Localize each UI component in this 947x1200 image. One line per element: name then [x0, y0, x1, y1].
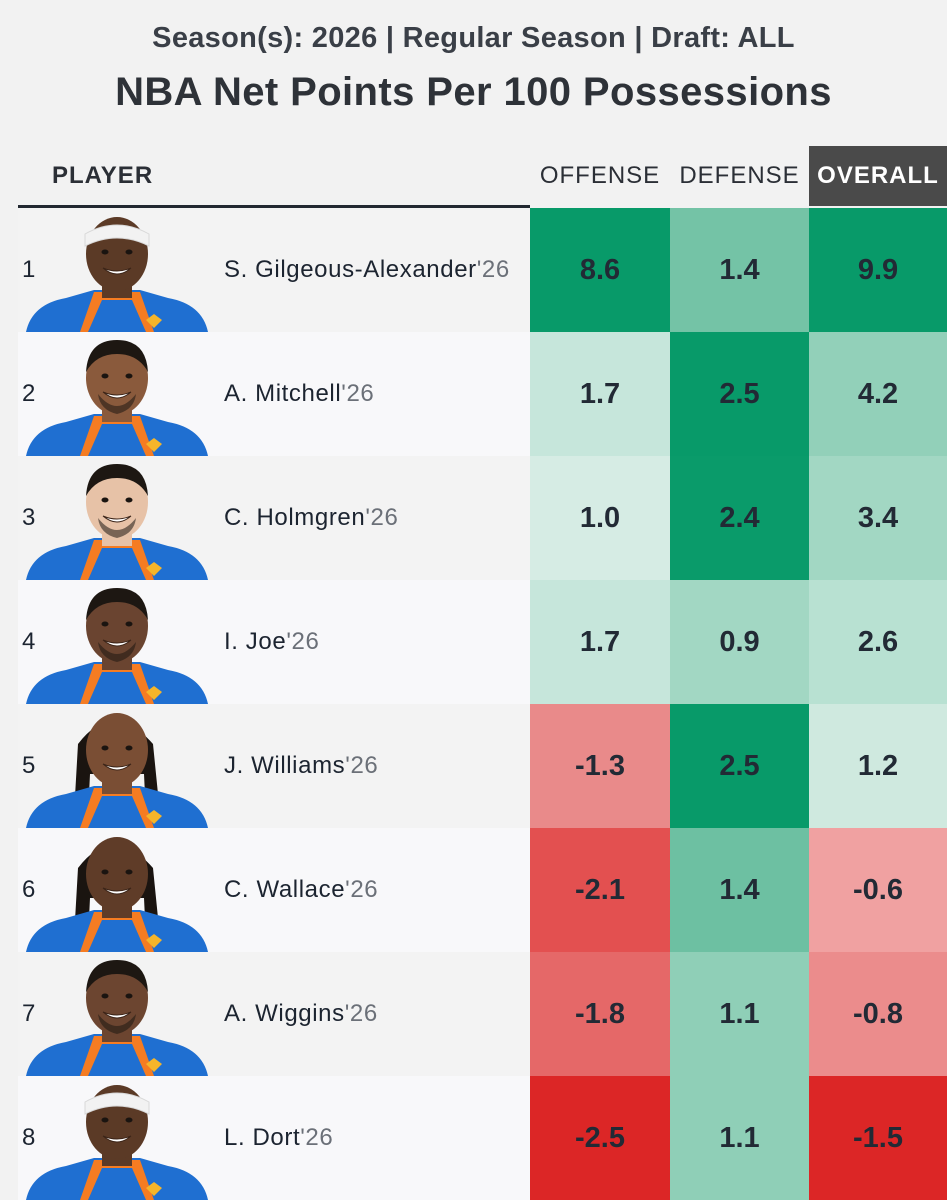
- table-row[interactable]: 2 A. Mitchell'26 1.7 2.5 4.2: [18, 332, 947, 456]
- player-name[interactable]: S. Gilgeous-Alexander'26: [224, 208, 530, 332]
- player-name[interactable]: C. Holmgren'26: [224, 456, 530, 580]
- player-season-year: '26: [345, 752, 379, 779]
- offense-value-cell: -2.5: [530, 1076, 670, 1200]
- player-name[interactable]: A. Mitchell'26: [224, 332, 530, 456]
- table-row[interactable]: 1 S. Gilgeous-Alexander'26 8.6 1.4 9.9: [18, 208, 947, 332]
- defense-value-cell: 2.4: [670, 456, 809, 580]
- offense-value-cell: -1.8: [530, 952, 670, 1076]
- player-name-text: C. Holmgren: [224, 504, 366, 531]
- overall-value-cell: 1.2: [809, 704, 947, 828]
- table-row[interactable]: 6 C. Wallace'26 -2.1 1.4 -0.6: [18, 828, 947, 952]
- defense-value-cell: 1.4: [670, 208, 809, 332]
- table-row[interactable]: 3 C. Holmgren'26 1.0 2.4 3.4: [18, 456, 947, 580]
- player-name-text: L. Dort: [224, 1124, 301, 1151]
- player-season-year: '26: [345, 876, 379, 903]
- table-row[interactable]: 8 L. Dort'26 -2.5 1.1 -1.5: [18, 1076, 947, 1200]
- offense-value-cell: -1.3: [530, 704, 670, 828]
- overall-value-cell: -1.5: [809, 1076, 947, 1200]
- player-season-year: '26: [476, 256, 510, 283]
- offense-value-cell: 1.7: [530, 332, 670, 456]
- column-header-defense[interactable]: DEFENSE: [679, 162, 800, 189]
- player-photo: [26, 464, 208, 580]
- player-season-year: '26: [286, 628, 320, 655]
- offense-value-cell: 1.0: [530, 456, 670, 580]
- rank-number: 6: [22, 876, 36, 903]
- player-photo: [26, 837, 208, 952]
- offense-value-cell: -2.1: [530, 828, 670, 952]
- overall-value-cell: 3.4: [809, 456, 947, 580]
- table-row[interactable]: 5 J. Williams'26 -1.3 2.5 1.2: [18, 704, 947, 828]
- overall-value-cell: 4.2: [809, 332, 947, 456]
- header-divider: [18, 205, 530, 208]
- rank-number: 3: [22, 504, 36, 531]
- player-name[interactable]: L. Dort'26: [224, 1076, 530, 1200]
- rank-number: 5: [22, 752, 36, 779]
- rank-number: 7: [22, 1000, 36, 1027]
- column-header-offense[interactable]: OFFENSE: [539, 162, 661, 189]
- column-header-player[interactable]: PLAYER: [52, 162, 154, 189]
- player-name-text: S. Gilgeous-Alexander: [224, 256, 477, 283]
- defense-value-cell: 0.9: [670, 580, 809, 704]
- rank-number: 2: [22, 380, 36, 407]
- player-name-text: A. Mitchell: [224, 380, 342, 407]
- defense-value-cell: 2.5: [670, 704, 809, 828]
- overall-value-cell: -0.6: [809, 828, 947, 952]
- defense-value-cell: 1.1: [670, 1076, 809, 1200]
- player-season-year: '26: [341, 380, 375, 407]
- player-photo: [26, 217, 208, 332]
- player-photo: [26, 713, 208, 828]
- offense-value-cell: 1.7: [530, 580, 670, 704]
- player-name-text: C. Wallace: [224, 876, 346, 903]
- player-name[interactable]: J. Williams'26: [224, 704, 530, 828]
- rank-number: 8: [22, 1124, 36, 1151]
- player-name-text: J. Williams: [224, 752, 346, 779]
- player-season-year: '26: [344, 1000, 378, 1027]
- rank-number: 1: [22, 256, 36, 283]
- player-photo: [26, 588, 208, 704]
- player-season-year: '26: [300, 1124, 334, 1151]
- player-name[interactable]: C. Wallace'26: [224, 828, 530, 952]
- player-name[interactable]: I. Joe'26: [224, 580, 530, 704]
- column-header-overall[interactable]: OVERALL: [809, 146, 947, 206]
- overall-value-cell: 9.9: [809, 208, 947, 332]
- defense-value-cell: 1.1: [670, 952, 809, 1076]
- player-season-year: '26: [365, 504, 399, 531]
- rank-number: 4: [22, 628, 36, 655]
- page-subtitle: Season(s): 2026 | Regular Season | Draft…: [152, 22, 795, 54]
- defense-value-cell: 2.5: [670, 332, 809, 456]
- table-row[interactable]: 7 A. Wiggins'26 -1.8 1.1 -0.8: [18, 952, 947, 1076]
- player-table: 1 S. Gilgeous-Alexander'26 8.6 1.4 9.9 2 A. Mi…: [18, 208, 947, 1200]
- player-name-text: I. Joe: [224, 628, 287, 655]
- overall-value-cell: -0.8: [809, 952, 947, 1076]
- player-photo: [26, 960, 208, 1076]
- player-name-text: A. Wiggins: [224, 1000, 345, 1027]
- player-photo: [26, 1085, 208, 1200]
- overall-value-cell: 2.6: [809, 580, 947, 704]
- player-photo: [26, 340, 208, 456]
- player-name[interactable]: A. Wiggins'26: [224, 952, 530, 1076]
- table-row[interactable]: 4 I. Joe'26 1.7 0.9 2.6: [18, 580, 947, 704]
- page-title: NBA Net Points Per 100 Possessions: [115, 70, 832, 114]
- defense-value-cell: 1.4: [670, 828, 809, 952]
- offense-value-cell: 8.6: [530, 208, 670, 332]
